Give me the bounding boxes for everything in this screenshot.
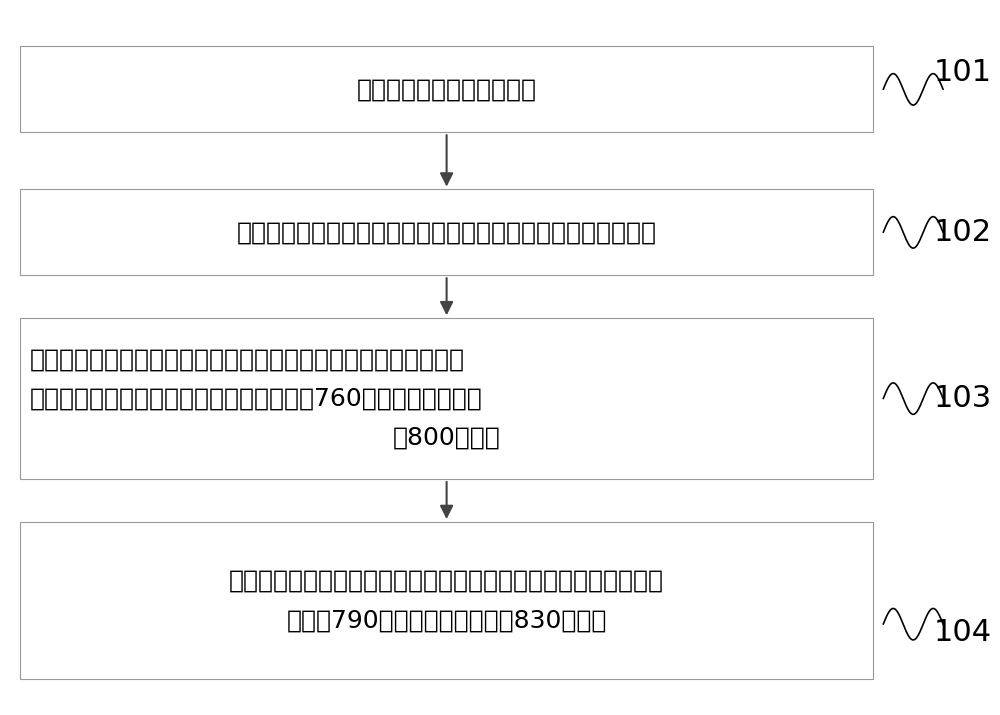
Text: 102: 102 [934, 218, 992, 247]
Bar [20, 318, 873, 479]
Text: 触，第一退火工艺的退火温度是大于或等于760摄氏度且小于或等: 触，第一退火工艺的退火温度是大于或等于760摄氏度且小于或等 [30, 387, 483, 410]
Text: 101: 101 [934, 58, 992, 87]
Text: 进行第一退火工艺，以使欧姆金属层与氮化锴基底之间形成欧姆接: 进行第一退火工艺，以使欧姆金属层与氮化锴基底之间形成欧姆接 [30, 347, 465, 371]
Text: 于800摄氏度: 于800摄氏度 [393, 426, 500, 450]
Text: 进行第二退火工艺，形成欧姆电极，第二退火工艺的退火温度大于: 进行第二退火工艺，形成欧姆电极，第二退火工艺的退火温度大于 [229, 569, 664, 593]
Text: 103: 103 [934, 384, 992, 413]
Text: 在氮化锴基底上形成酄化层: 在氮化锴基底上形成酄化层 [357, 77, 537, 102]
Bar [20, 46, 873, 132]
Text: 104: 104 [934, 618, 992, 646]
Text: 或等于790摄氏度且小于或等于830摄氏度: 或等于790摄氏度且小于或等于830摄氏度 [286, 608, 607, 632]
Bar [20, 189, 873, 275]
Text: 在酄化层中形成欧姆金属层，欧姆金属层的底部接触氮化锴基底: 在酄化层中形成欧姆金属层，欧姆金属层的底部接触氮化锴基底 [237, 220, 657, 245]
Bar [20, 522, 873, 679]
